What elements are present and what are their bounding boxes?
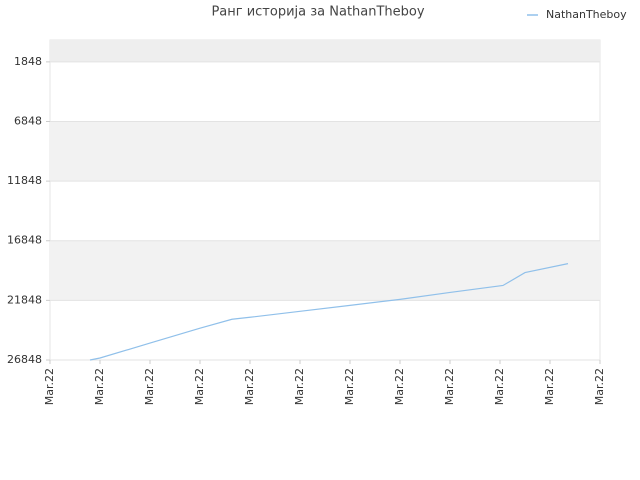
plot-area bbox=[49, 39, 601, 361]
x-tick-label: Mar.22 bbox=[43, 368, 56, 405]
legend-label: NathanTheboy bbox=[546, 8, 627, 21]
band bbox=[50, 40, 600, 62]
y-tick-label: 26848 bbox=[7, 353, 42, 366]
x-tick-label: Mar.22 bbox=[493, 368, 506, 405]
x-tick-label: Mar.22 bbox=[93, 368, 106, 405]
y-tick-label: 21848 bbox=[7, 293, 42, 306]
band bbox=[50, 121, 600, 182]
x-tick-label: Mar.22 bbox=[343, 368, 356, 405]
x-tick-label: Mar.22 bbox=[143, 368, 156, 405]
y-tick-label: 11848 bbox=[7, 174, 42, 187]
chart-title: Ранг историја за NathanTheboy bbox=[211, 5, 424, 20]
x-tick-label: Mar.22 bbox=[193, 368, 206, 405]
y-tick-label: 1848 bbox=[14, 55, 42, 68]
band bbox=[50, 240, 600, 301]
x-tick-label: Mar.22 bbox=[393, 368, 406, 405]
y-tick-label: 16848 bbox=[7, 234, 42, 247]
x-tick-label: Mar.22 bbox=[593, 368, 606, 405]
x-tick-label: Mar.22 bbox=[443, 368, 456, 405]
y-tick-label: 6848 bbox=[14, 114, 42, 127]
x-tick-label: Mar.22 bbox=[543, 368, 556, 405]
x-tick-label: Mar.22 bbox=[293, 368, 306, 405]
x-tick-label: Mar.22 bbox=[243, 368, 256, 405]
line bbox=[89, 263, 569, 361]
